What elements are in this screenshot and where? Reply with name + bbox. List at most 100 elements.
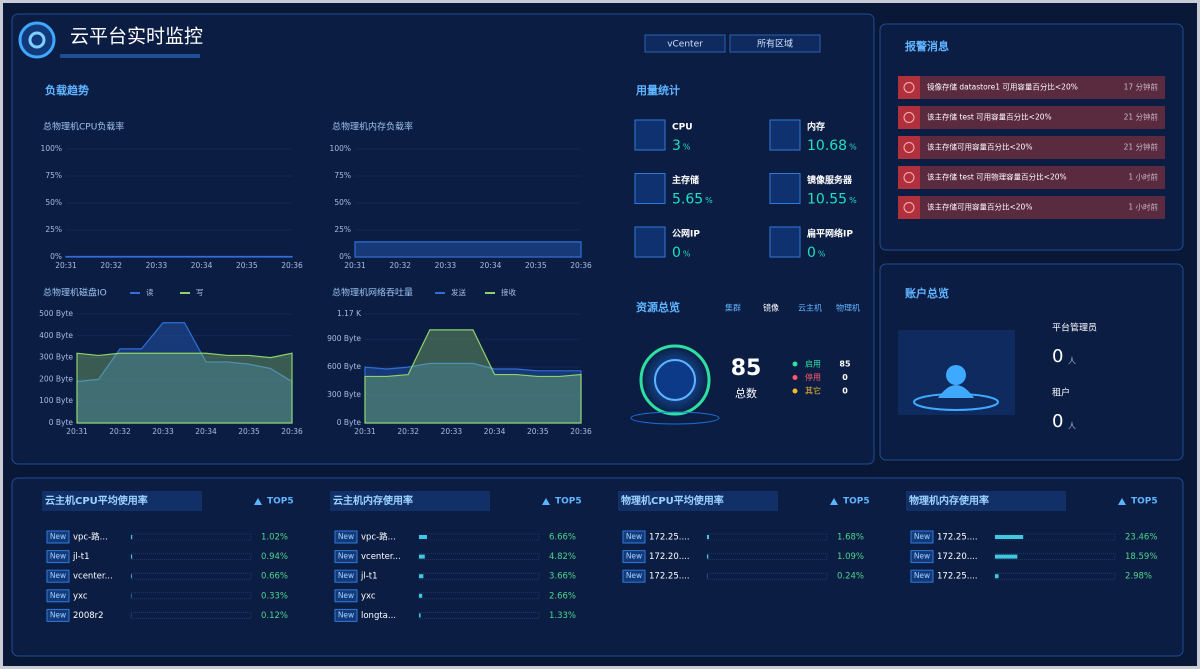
x-tick-label: 20:36: [281, 427, 303, 436]
y-tick-label: 300 Byte: [39, 353, 73, 362]
y-tick-label: 75%: [45, 171, 62, 180]
filter-label[interactable]: vCenter: [667, 40, 703, 50]
item-value: 1.09%: [837, 552, 864, 562]
ranking-title: 物理机CPU平均使用率: [621, 494, 724, 507]
new-badge: New: [50, 552, 66, 561]
new-badge: New: [338, 591, 354, 600]
resource-total-label: 总数: [735, 386, 757, 400]
x-tick-label: 20:31: [55, 261, 77, 270]
new-badge-bg: [46, 589, 70, 603]
item-name: vcenter...: [361, 552, 401, 562]
bar: [419, 613, 421, 618]
usage-value: 0: [807, 245, 816, 261]
x-tick-label: 20:34: [480, 261, 502, 270]
legend-value: 0: [842, 387, 848, 396]
alert-row[interactable]: [898, 106, 1165, 129]
usage-name: 公网IP: [672, 229, 700, 240]
usage-icon: [634, 173, 666, 204]
chart-title: 总物理机CPU负载率: [43, 121, 124, 133]
resource-tab[interactable]: 云主机: [798, 303, 822, 313]
new-badge-bg: [334, 550, 358, 564]
new-badge-bg: [334, 569, 358, 583]
section-title: 账户总览: [905, 286, 949, 300]
usage-icon: [634, 119, 666, 151]
item-value: 0.24%: [837, 572, 864, 582]
item-name: yxc: [73, 591, 88, 601]
item-name: vpc-路...: [361, 532, 396, 543]
bar: [419, 535, 427, 539]
new-badge-bg: [46, 550, 70, 564]
ranking-title: 云主机内存使用率: [333, 494, 413, 507]
x-tick-label: 20:32: [100, 261, 122, 270]
x-tick-label: 20:35: [525, 261, 547, 270]
item-name: jl-t1: [360, 572, 378, 582]
new-badge: New: [338, 532, 354, 541]
new-badge-bg: [910, 530, 934, 544]
new-badge-bg: [46, 608, 70, 622]
usage-value: 10.68: [807, 138, 847, 154]
logo: [18, 21, 56, 59]
alert-icon: [903, 112, 915, 123]
legend-value: 0: [842, 373, 848, 382]
y-tick-label: 100%: [41, 144, 62, 153]
alert-row[interactable]: [898, 136, 1165, 159]
new-badge-bg: [334, 589, 358, 603]
account-unit: 人: [1068, 422, 1076, 431]
item-name: 172.25....: [937, 533, 978, 543]
legend-dot: [792, 375, 798, 380]
usage-name: 扁平网络IP: [807, 228, 853, 240]
item-value: 1.68%: [837, 533, 864, 543]
alert-row[interactable]: [898, 196, 1165, 219]
new-badge-bg: [622, 530, 646, 544]
new-badge: New: [50, 591, 66, 600]
ranking-panel: [11, 477, 1184, 657]
x-tick-label: 20:32: [109, 427, 131, 436]
y-tick-label: 0 Byte: [337, 418, 362, 427]
y-tick-label: 100 Byte: [39, 396, 73, 405]
bar: [419, 574, 424, 579]
new-badge: New: [50, 571, 66, 580]
new-badge-bg: [334, 530, 358, 544]
series-area: [364, 329, 582, 424]
legend-value: 85: [839, 360, 851, 369]
series-area: [354, 241, 582, 258]
legend-label: 发送: [451, 287, 466, 297]
usage-icon: [769, 119, 801, 151]
filter-label[interactable]: 所有区域: [757, 38, 793, 50]
ranking-top: TOP5: [555, 497, 582, 507]
account-icon-body: [938, 385, 974, 398]
item-name: 172.20....: [649, 552, 690, 562]
usage-value: 0: [672, 245, 681, 261]
item-value: 1.33%: [549, 611, 576, 621]
usage-unit: %: [818, 250, 826, 259]
new-badge: New: [914, 532, 930, 541]
item-value: 0.66%: [261, 572, 288, 582]
resource-tab[interactable]: 物理机: [836, 303, 860, 313]
alert-row[interactable]: [898, 76, 1165, 99]
new-badge: New: [50, 532, 66, 541]
filter-region[interactable]: [729, 34, 821, 53]
top-icon: [254, 498, 262, 505]
item-value: 2.66%: [549, 591, 576, 601]
legend-label: 读: [146, 287, 154, 297]
usage-name: 主存储: [672, 174, 699, 186]
bar: [707, 535, 710, 539]
item-name: 172.25....: [649, 533, 690, 543]
resource-tab[interactable]: 镜像: [763, 303, 779, 313]
usage-unit: %: [705, 196, 713, 205]
legend-name: 启用: [805, 359, 821, 369]
series-area: [364, 362, 582, 424]
y-tick-label: 50%: [334, 198, 351, 207]
account-label: 租户: [1052, 387, 1070, 399]
alert-icon: [903, 142, 915, 153]
usage-icon: [769, 226, 801, 258]
resource-base: [630, 411, 720, 425]
x-tick-label: 20:34: [484, 427, 506, 436]
filter-vcenter[interactable]: [644, 34, 726, 53]
alert-row[interactable]: [898, 166, 1165, 189]
resource-tab[interactable]: 集群: [725, 303, 741, 313]
alert-time: 1 小时前: [1128, 172, 1158, 182]
legend-dot: [792, 388, 798, 394]
y-tick-label: 300 Byte: [327, 390, 361, 399]
alert-text: 该主存储可用容量百分比<20%: [927, 142, 1032, 152]
